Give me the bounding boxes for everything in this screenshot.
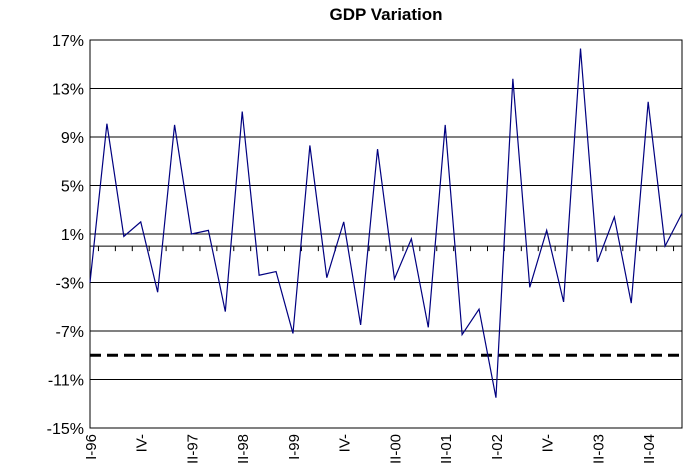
y-tick-label: 1% [61, 227, 84, 244]
y-tick-label: 13% [52, 82, 84, 99]
x-tick-label: II-04 [641, 434, 658, 464]
y-tick-label: -15% [47, 421, 84, 438]
x-tick-label: II-01 [438, 434, 455, 464]
y-tick-label: -3% [56, 276, 84, 293]
plot-frame [89, 39, 683, 429]
x-tick-label: II-00 [387, 434, 404, 464]
x-tick-label: II-97 [184, 434, 201, 464]
x-tick-label: IV- [540, 434, 557, 452]
x-tick-label: II-03 [590, 434, 607, 464]
x-tick-label: IV- [337, 434, 354, 452]
x-tick-label: I-99 [286, 434, 303, 460]
x-tick-label: IV- [134, 434, 151, 452]
chart-title: GDP Variation [329, 5, 442, 24]
y-tick-label: -11% [48, 373, 84, 390]
y-tick-label: 9% [61, 130, 84, 147]
series-line [89, 48, 683, 398]
y-tick-label: 17% [52, 33, 84, 50]
x-tick-label: II-98 [235, 434, 252, 464]
y-tick-label: -7% [56, 324, 84, 341]
x-tick-label: I-02 [489, 434, 506, 460]
y-tick-label: 5% [61, 179, 84, 196]
x-tick-label: I-96 [83, 434, 100, 460]
